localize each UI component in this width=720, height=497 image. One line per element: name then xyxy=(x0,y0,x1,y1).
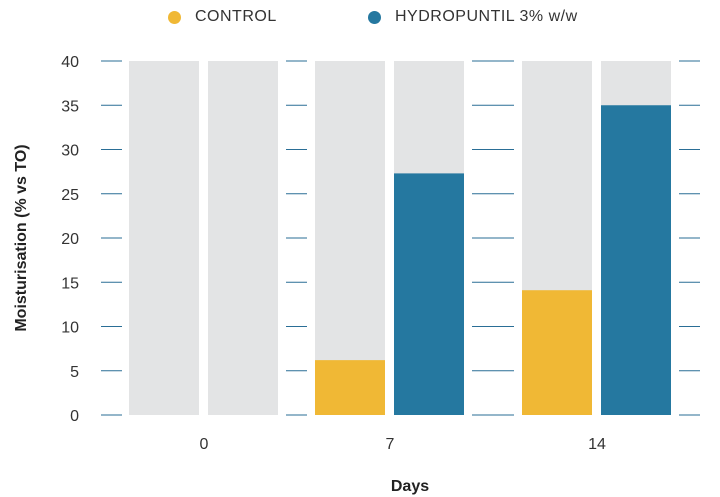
bar-background xyxy=(129,61,199,415)
y-tick-label: 5 xyxy=(70,364,79,381)
x-tick-label: 14 xyxy=(588,436,606,453)
y-tick-label: 15 xyxy=(61,275,79,292)
legend-swatch-control xyxy=(168,10,181,24)
bar-control xyxy=(315,360,385,415)
legend: CONTROL HYDROPUNTIL 3% w/w xyxy=(0,8,720,36)
bar-background xyxy=(208,61,278,415)
y-axis-title: Moisturisation (% vs TO) xyxy=(13,144,30,331)
y-tick-label: 10 xyxy=(61,320,79,337)
y-tick-label: 0 xyxy=(70,408,79,425)
x-axis-title: Days xyxy=(391,478,429,495)
y-tick-label: 25 xyxy=(61,187,79,204)
bar-hydropuntil xyxy=(394,173,464,415)
bar-background xyxy=(315,61,385,415)
legend-item-control: CONTROL xyxy=(168,8,277,26)
x-tick-label: 7 xyxy=(386,436,395,453)
x-tick-label: 0 xyxy=(200,436,209,453)
legend-swatch-hydropuntil xyxy=(368,10,381,24)
bar-hydropuntil xyxy=(601,105,671,415)
legend-label-control: CONTROL xyxy=(195,8,277,25)
y-tick-label: 35 xyxy=(61,98,79,115)
legend-item-hydropuntil: HYDROPUNTIL 3% w/w xyxy=(368,8,578,26)
bar-control xyxy=(522,290,592,415)
legend-label-hydropuntil: HYDROPUNTIL 3% w/w xyxy=(395,8,578,25)
y-tick-label: 30 xyxy=(61,143,79,160)
y-tick-label: 20 xyxy=(61,231,79,248)
y-tick-label: 40 xyxy=(61,54,79,71)
